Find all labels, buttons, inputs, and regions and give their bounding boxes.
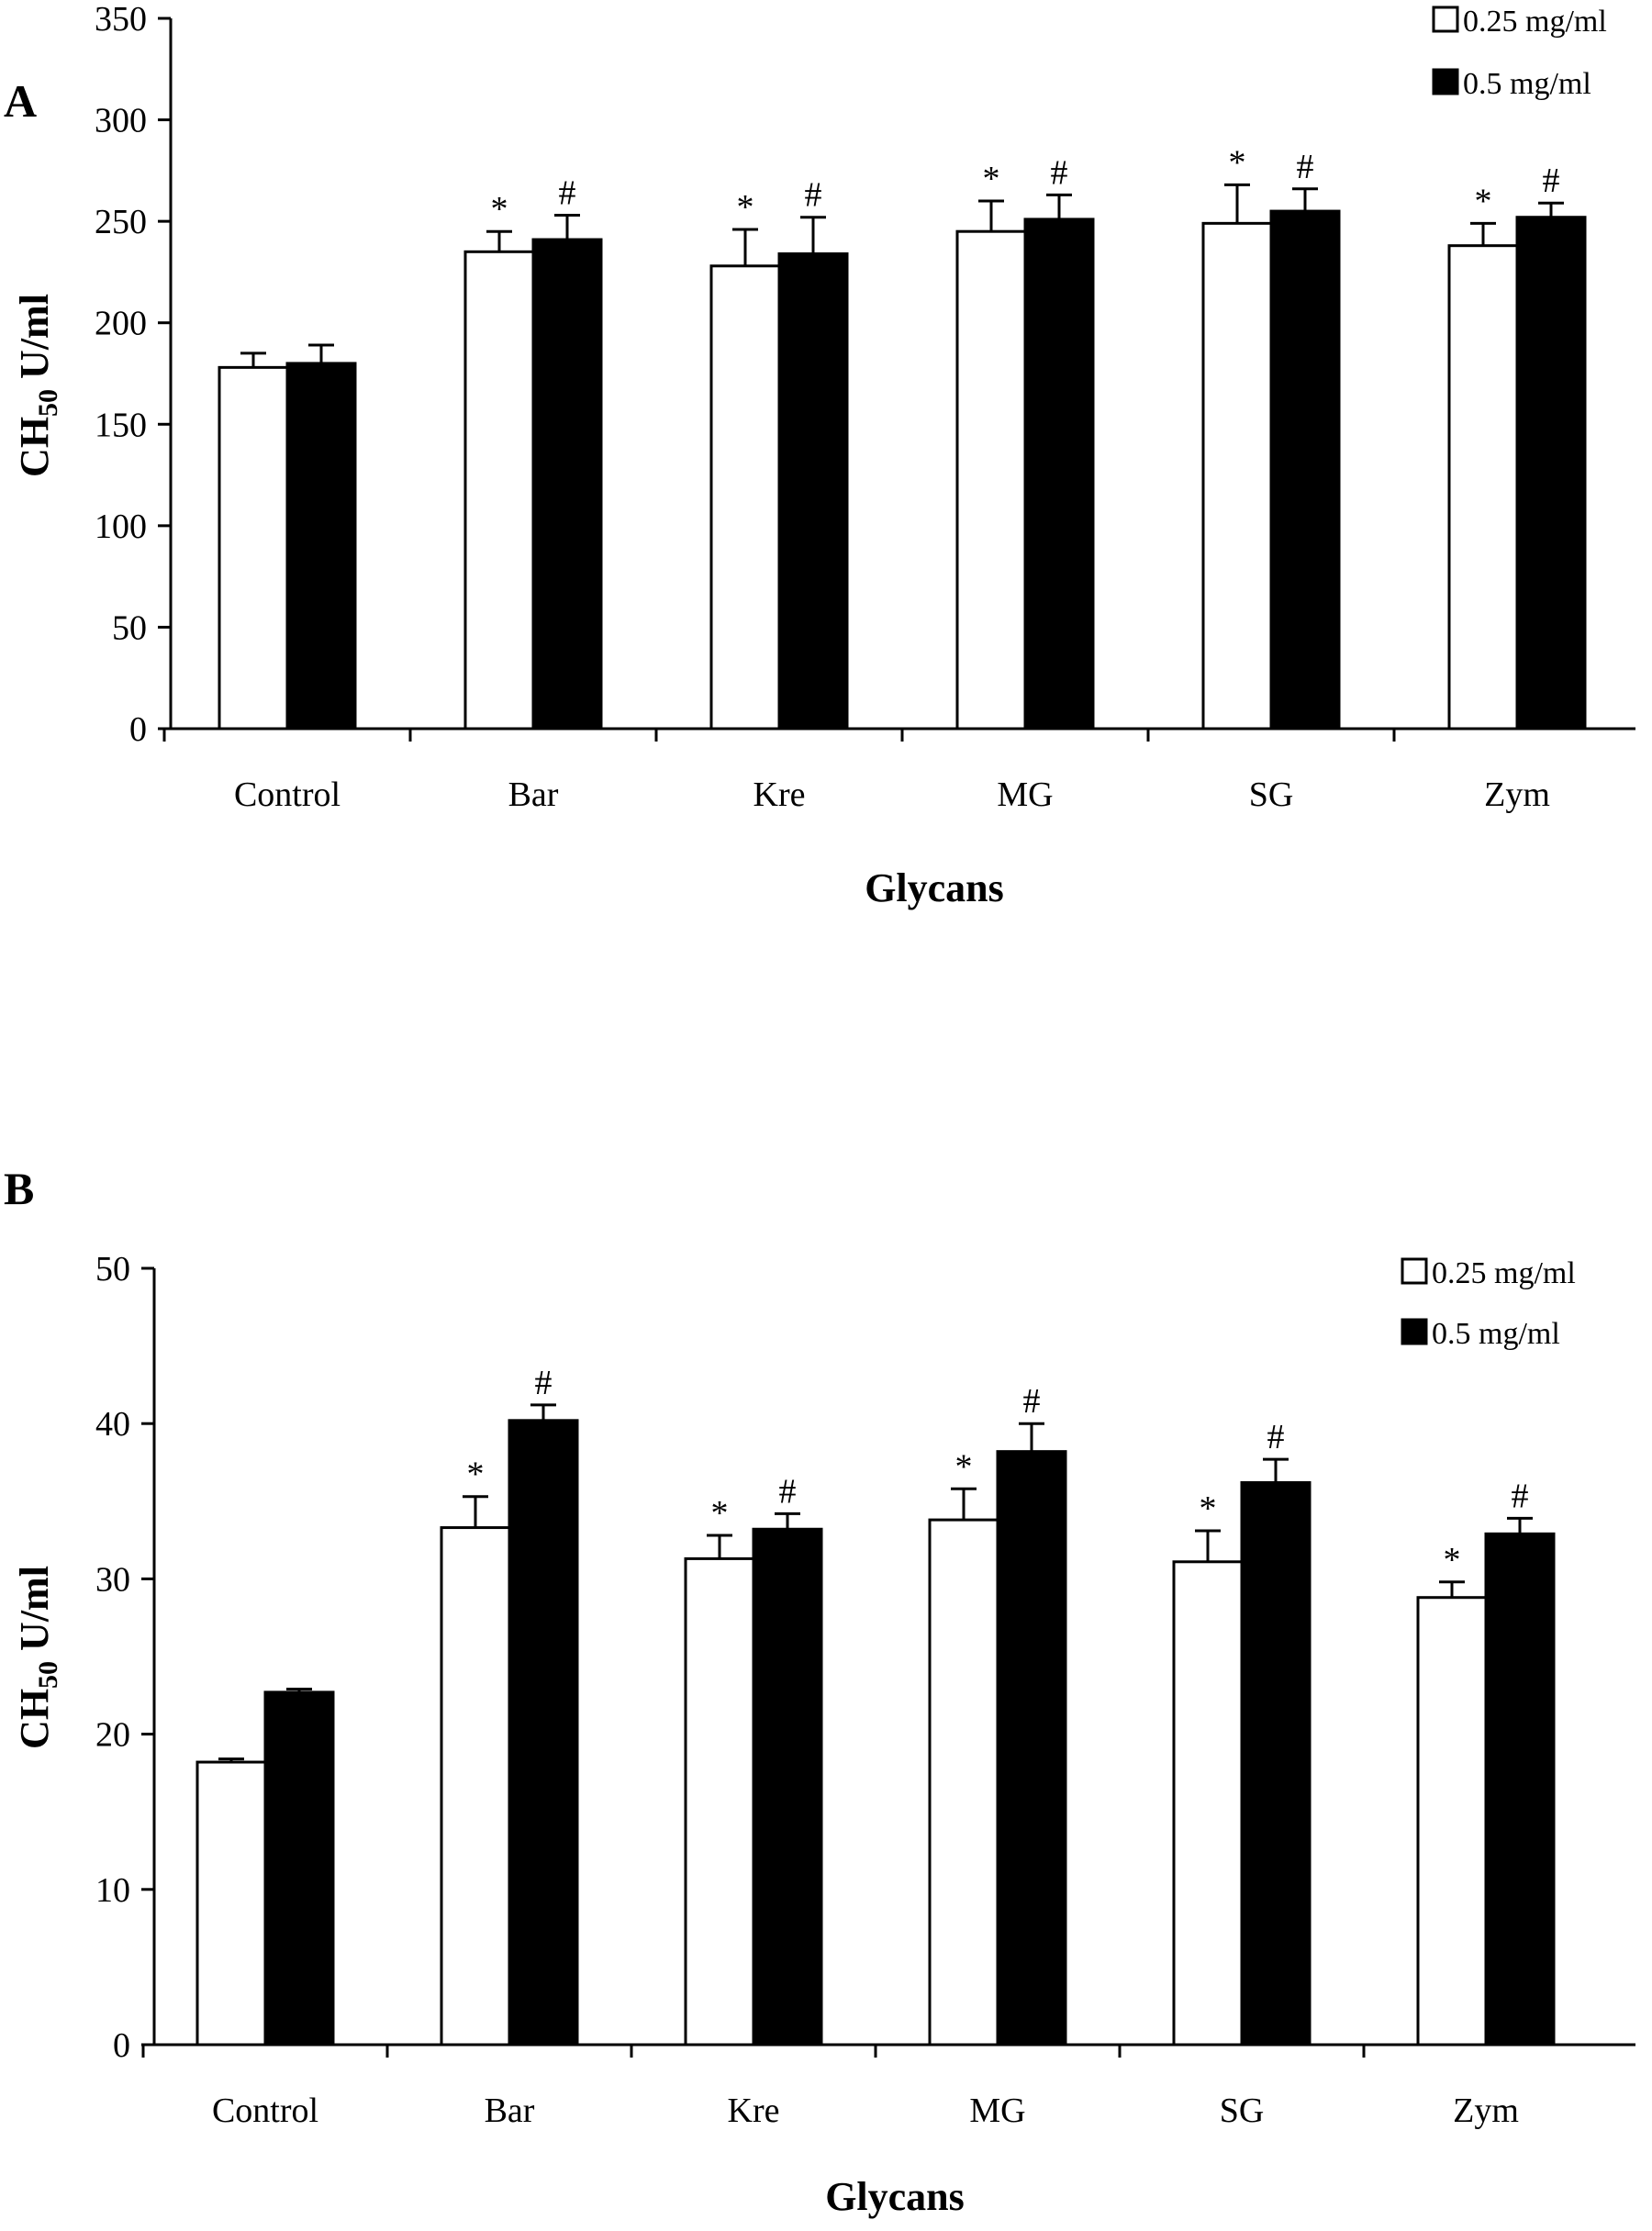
panel-b-category-label-sg: SG <box>1220 2092 1265 2130</box>
panel-b-y-tick-label: 20 <box>95 1716 130 1755</box>
panel-a-bar-zym-0.25 <box>1447 244 1519 731</box>
panel-a-tick-labels: 0 50 100 150 200 250 300 350 <box>95 0 147 749</box>
panel-a-bar-bar-0.25 <box>463 250 535 731</box>
panel-b-bar-zym-0.25 <box>1416 1596 1488 2047</box>
panel-b-significance-marker-sg-0.25: * <box>1200 1489 1217 1528</box>
panel-b-bar-bar-0.5 <box>508 1419 579 2047</box>
panel-a-axes <box>158 17 1635 742</box>
panel-b-legend: 0.25 mg/ml 0.5 mg/ml <box>1401 1256 1576 1351</box>
panel-a-significance-marker-sg-0.5: # <box>1297 148 1314 186</box>
panel-a-significance-marker-bar-0.25: * <box>491 190 508 229</box>
panel-b-significance-marker-bar-0.5: # <box>535 1364 553 1402</box>
panel-a-bar-kre-0.25 <box>709 264 781 731</box>
panel-b-x-axis-title: Glycans <box>825 2174 965 2219</box>
panel-b-category-label-bar: Bar <box>485 2092 535 2130</box>
panel-a-legend-swatch-0.5 <box>1432 68 1459 95</box>
panel-b-y-tick-label: 10 <box>95 1871 130 1910</box>
panel-b-y-tick-label: 30 <box>95 1560 130 1599</box>
panel-a-category-label-mg: MG <box>997 775 1053 814</box>
panel-a-y-axis-title: CH50 U/ml <box>12 294 63 477</box>
panel-a-y-tick-label: 150 <box>95 406 147 444</box>
panel-b-axes <box>141 1266 1635 2058</box>
panel-a-significance-marker-kre-0.5: # <box>805 176 822 215</box>
panel-b-category-label-control: Control <box>212 2092 318 2130</box>
panel-a-letter: A <box>4 75 37 127</box>
panel-a-legend: 0.25 mg/ml 0.5 mg/ml <box>1432 5 1607 101</box>
panel-a-bar-mg-0.25 <box>955 229 1027 731</box>
panel-a-legend-swatch-0.25 <box>1432 6 1459 33</box>
panel-b-bar-kre-0.5 <box>752 1527 823 2047</box>
panel-b-category-label-mg: MG <box>969 2092 1025 2130</box>
panel-b-bar-kre-0.25 <box>684 1556 755 2047</box>
panel-a-y-tick-label: 300 <box>95 102 147 140</box>
panel-a-significance-marker-zym-0.5: # <box>1543 162 1560 200</box>
panel-a-y-tick-label: 100 <box>95 508 147 546</box>
panel-b-bar-mg-0.5 <box>996 1450 1067 2047</box>
panel-a-y-tick-label: 350 <box>95 0 147 39</box>
panel-a-category-label-zym: Zym <box>1484 775 1550 814</box>
panel-a-y-tick-label: 200 <box>95 305 147 343</box>
panel-b-y-tick-label: 40 <box>95 1405 130 1444</box>
panel-a-category-labels: Control Bar Kre MG SG Zym <box>234 775 1550 814</box>
panel-b-bar-bar-0.25 <box>440 1526 511 2047</box>
panel-b-category-label-kre: Kre <box>728 2092 780 2130</box>
panel-b-bar-zym-0.5 <box>1484 1532 1556 2047</box>
panel-a-category-label-control: Control <box>234 775 340 814</box>
panel-b-significance-marker-sg-0.5: # <box>1267 1418 1285 1456</box>
panel-b-significance-marker-mg-0.5: # <box>1023 1382 1041 1421</box>
panel-b-bar-mg-0.25 <box>928 1518 999 2047</box>
panel-a-significance-marker-mg-0.5: # <box>1051 153 1068 192</box>
panel-a-bar-sg-0.5 <box>1269 209 1341 731</box>
panel-a-bar-zym-0.5 <box>1515 216 1587 731</box>
panel-b-legend-label-0.5: 0.5 mg/ml <box>1432 1317 1560 1351</box>
panel-a-significance-marker-zym-0.25: * <box>1475 182 1492 220</box>
panel-a-bar-bar-0.5 <box>531 238 603 731</box>
panel-a-legend-label-0.25: 0.25 mg/ml <box>1463 5 1607 39</box>
panel-b-significance-marker-zym-0.25: * <box>1444 1541 1461 1579</box>
panel-a-bars: * * * * * # # # # # <box>218 143 1587 731</box>
panel-a-y-tick-label: 50 <box>112 608 147 647</box>
panel-a-category-label-sg: SG <box>1249 775 1294 814</box>
panel-a-bar-kre-0.5 <box>777 252 849 731</box>
panel-b-legend-label-0.25: 0.25 mg/ml <box>1432 1256 1576 1290</box>
panel-b-bar-control-0.25 <box>195 1760 267 2047</box>
panel-b-significance-marker-kre-0.5: # <box>779 1472 797 1511</box>
panel-b-y-axis-title: CH50 U/ml <box>12 1566 63 1749</box>
panel-b-y-tick-label: 0 <box>113 2026 130 2065</box>
panel-a-bar-sg-0.25 <box>1201 221 1273 731</box>
panel-b-significance-marker-bar-0.25: * <box>467 1456 485 1494</box>
panel-a-significance-marker-mg-0.25: * <box>983 160 1000 198</box>
panel-b-bar-control-0.5 <box>263 1690 335 2047</box>
panel-a-y-tick-label: 250 <box>95 203 147 241</box>
panel-a-x-axis-title: Glycans <box>865 865 1004 910</box>
panel-b-bar-sg-0.5 <box>1240 1480 1312 2047</box>
panel-b-category-label-zym: Zym <box>1453 2092 1519 2130</box>
panel-a-bar-control-0.5 <box>285 362 357 731</box>
panel-a-bar-control-0.25 <box>218 365 289 731</box>
panel-a-significance-marker-bar-0.5: # <box>559 174 576 213</box>
panel-a-y-tick-label: 0 <box>129 710 147 749</box>
panel-b-legend-swatch-0.25 <box>1401 1257 1428 1285</box>
panel-a-chart: A CH50 U/ml Glycans * * * * * # # # # # 0 50 100 150… <box>4 0 1635 910</box>
panel-b-significance-marker-kre-0.25: * <box>711 1494 729 1533</box>
panel-b-bar-sg-0.25 <box>1172 1560 1244 2047</box>
panel-b-tick-labels: 0 10 20 30 40 50 <box>95 1250 130 2065</box>
panel-b-legend-swatch-0.5 <box>1401 1318 1428 1345</box>
panel-a-significance-marker-sg-0.25: * <box>1229 143 1246 182</box>
panel-b-significance-marker-mg-0.25: * <box>955 1447 973 1486</box>
panel-b-letter: B <box>4 1163 34 1214</box>
panel-b-category-labels: Control Bar Kre MG SG Zym <box>212 2092 1519 2130</box>
panel-b-y-tick-label: 50 <box>95 1250 130 1288</box>
panel-a-category-label-kre: Kre <box>753 775 806 814</box>
panel-a-category-label-bar: Bar <box>508 775 559 814</box>
panel-b-chart: B CH50 U/ml Glycans * * * * * # # # # # 0 10 20 30 40… <box>4 1163 1635 2219</box>
panel-a-significance-marker-kre-0.25: * <box>737 188 754 227</box>
panel-b-bars: * * * * * # # # # # <box>195 1364 1556 2047</box>
panel-a-bar-mg-0.5 <box>1023 218 1095 731</box>
panel-b-significance-marker-zym-0.5: # <box>1512 1477 1529 1515</box>
panel-a-legend-label-0.5: 0.5 mg/ml <box>1463 67 1591 101</box>
